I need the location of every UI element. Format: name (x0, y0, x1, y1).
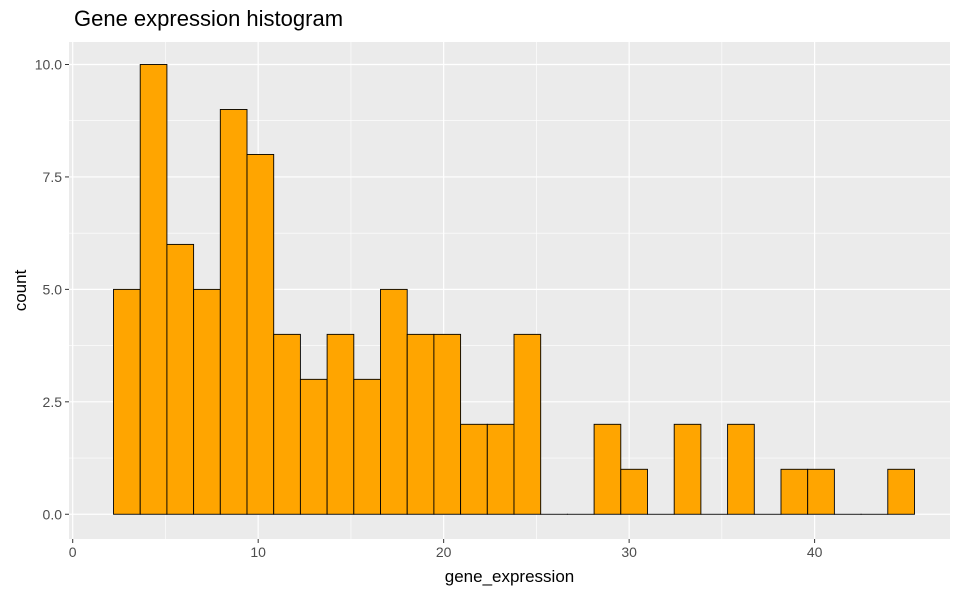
x-tick-label: 0 (69, 544, 77, 560)
y-axis-title: count (11, 269, 30, 311)
chart-title: Gene expression histogram (74, 6, 344, 31)
histogram-bar (219, 109, 248, 515)
y-tick-label: 7.5 (43, 169, 63, 185)
histogram-bar (727, 423, 755, 515)
histogram-bar (406, 333, 435, 515)
y-tick-label: 5.0 (43, 281, 63, 297)
histogram-bar (433, 333, 462, 515)
histogram-bar (246, 153, 275, 515)
histogram-bar (486, 423, 515, 515)
histogram-bar (273, 333, 301, 515)
histogram-bar (193, 288, 221, 515)
histogram-bar (166, 243, 195, 515)
histogram-bar (113, 288, 141, 515)
y-tick-label: 10.0 (35, 56, 62, 72)
histogram-bar (780, 468, 809, 515)
histogram-bar (673, 423, 702, 515)
histogram-bar (380, 288, 408, 515)
x-axis-title: gene_expression (445, 567, 574, 586)
histogram-bar (807, 468, 835, 515)
histogram-bar (513, 333, 542, 515)
x-tick-label: 10 (250, 544, 266, 560)
histogram-bar (620, 468, 648, 515)
histogram-bars (113, 64, 915, 515)
y-tick-label: 0.0 (43, 506, 63, 522)
x-tick-label: 20 (436, 544, 452, 560)
histogram-bar (139, 64, 168, 515)
x-axis-ticks: 0 10 20 30 40 (69, 539, 823, 560)
histogram-bar (460, 423, 488, 515)
histogram-bar (353, 378, 381, 515)
x-tick-label: 30 (621, 544, 637, 560)
histogram-bar (326, 333, 355, 515)
y-tick-label: 2.5 (43, 394, 63, 410)
y-axis-ticks: 0.0 2.5 5.0 7.5 10.0 (35, 56, 69, 522)
histogram-bar (299, 378, 328, 515)
histogram-bar (593, 423, 622, 515)
x-tick-label: 40 (807, 544, 823, 560)
histogram-bar (887, 468, 915, 515)
